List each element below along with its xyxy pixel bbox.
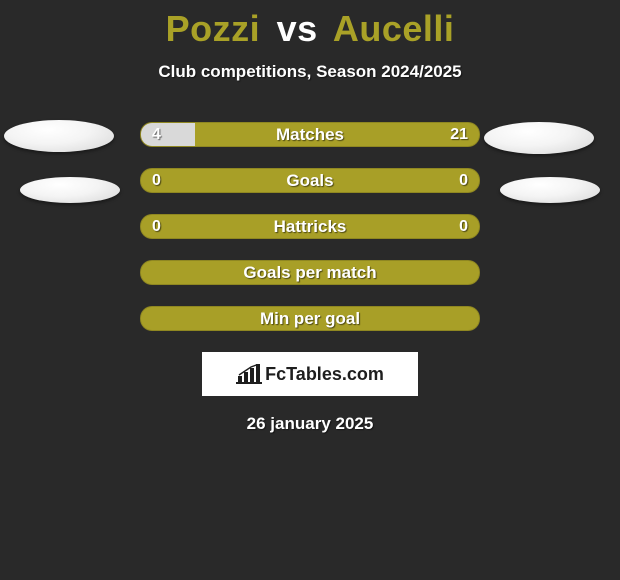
stat-label: Hattricks: [140, 214, 480, 239]
stat-label: Min per goal: [140, 306, 480, 331]
snapshot-date: 26 january 2025: [0, 414, 620, 434]
stat-row: Hattricks0 0: [140, 214, 480, 239]
source-badge-text: FcTables.com: [265, 364, 384, 385]
stat-value-left: 4: [152, 122, 161, 147]
stat-row: Goals per match: [140, 260, 480, 285]
bar-chart-icon: [236, 364, 262, 384]
comparison-subtitle: Club competitions, Season 2024/2025: [0, 62, 620, 82]
avatar-placeholder: [484, 122, 594, 154]
avatar-placeholder: [4, 120, 114, 152]
stat-label: Goals per match: [140, 260, 480, 285]
vs-label: vs: [277, 8, 318, 49]
stat-value-right: 0: [459, 168, 468, 193]
stat-value-right: 21: [450, 122, 468, 147]
stat-row: Matches4 21: [140, 122, 480, 147]
stat-row: Min per goal: [140, 306, 480, 331]
player1-name: Pozzi: [166, 8, 261, 49]
comparison-title: Pozzi vs Aucelli: [0, 0, 620, 50]
stat-label: Goals: [140, 168, 480, 193]
stat-value-right: 0: [459, 214, 468, 239]
stat-row: Goals0 0: [140, 168, 480, 193]
avatar-placeholder: [20, 177, 120, 203]
avatar-placeholder: [500, 177, 600, 203]
stat-label: Matches: [140, 122, 480, 147]
stat-value-left: 0: [152, 168, 161, 193]
stat-value-left: 0: [152, 214, 161, 239]
player2-name: Aucelli: [333, 8, 455, 49]
source-badge: FcTables.com: [202, 352, 418, 396]
